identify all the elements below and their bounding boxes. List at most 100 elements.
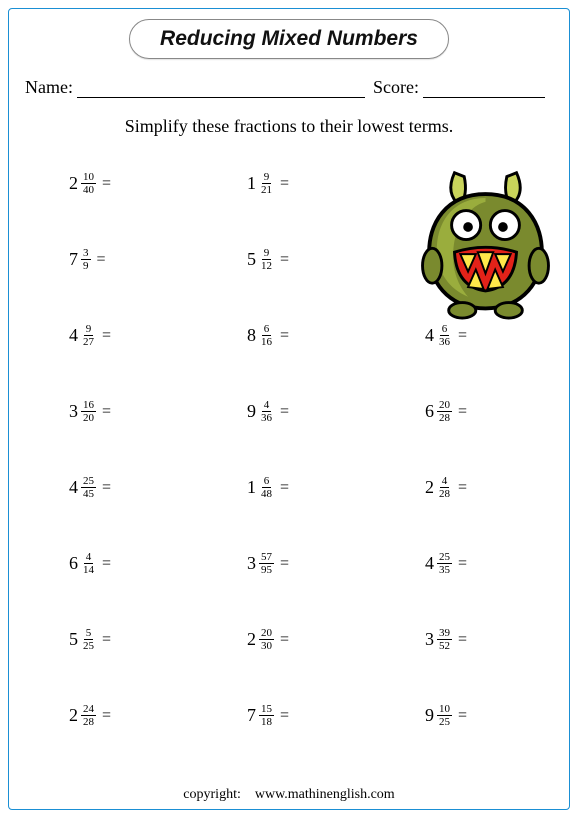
denominator: 21 xyxy=(259,184,274,196)
problem: 22428 = xyxy=(69,703,111,728)
whole-number: 1 xyxy=(247,477,256,498)
fraction: 1518 xyxy=(259,703,274,728)
denominator: 14 xyxy=(81,564,96,576)
problem: 6414 = xyxy=(69,551,111,576)
whole-number: 5 xyxy=(247,249,256,270)
numerator: 20 xyxy=(259,627,274,640)
denominator: 30 xyxy=(259,640,274,652)
fraction: 39 xyxy=(81,247,91,272)
fraction: 3952 xyxy=(437,627,452,652)
equals-sign: = xyxy=(102,555,111,573)
numerator: 6 xyxy=(262,475,272,488)
equals-sign: = xyxy=(102,479,111,497)
denominator: 9 xyxy=(81,260,91,272)
denominator: 12 xyxy=(259,260,274,272)
problem: 71518= xyxy=(247,703,289,728)
page-border: Reducing Mixed Numbers Name: Score: Simp… xyxy=(8,8,570,810)
problem: 35795= xyxy=(247,551,289,576)
equals-sign: = xyxy=(102,631,111,649)
fraction: 2545 xyxy=(81,475,96,500)
fraction: 2028 xyxy=(437,399,452,424)
whole-number: 5 xyxy=(69,629,78,650)
equals-sign: = xyxy=(102,175,111,193)
worksheet-title: Reducing Mixed Numbers xyxy=(160,27,418,50)
denominator: 28 xyxy=(81,716,96,728)
denominator: 95 xyxy=(259,564,274,576)
whole-number: 9 xyxy=(247,401,256,422)
problem: 42535= xyxy=(425,551,467,576)
denominator: 36 xyxy=(259,412,274,424)
numerator: 5 xyxy=(84,627,94,640)
denominator: 36 xyxy=(437,336,452,348)
fraction: 616 xyxy=(259,323,274,348)
numerator: 6 xyxy=(440,323,450,336)
denominator: 45 xyxy=(81,488,96,500)
whole-number: 2 xyxy=(69,705,78,726)
problem: 8616= xyxy=(247,323,289,348)
whole-number: 4 xyxy=(425,553,434,574)
equals-sign: = xyxy=(458,707,467,725)
fraction: 636 xyxy=(437,323,452,348)
name-label: Name: xyxy=(25,77,73,98)
problem: 33952= xyxy=(425,627,467,652)
whole-number: 4 xyxy=(69,325,78,346)
score-field: Score: xyxy=(373,77,553,98)
whole-number: 4 xyxy=(69,477,78,498)
fraction: 5795 xyxy=(259,551,274,576)
problem: 1648= xyxy=(247,475,289,500)
numerator: 4 xyxy=(84,551,94,564)
fraction: 1620 xyxy=(81,399,96,424)
equals-sign: = xyxy=(458,631,467,649)
equals-sign: = xyxy=(280,707,289,725)
denominator: 27 xyxy=(81,336,96,348)
numerator: 16 xyxy=(81,399,96,412)
equals-sign: = xyxy=(102,707,111,725)
numerator: 9 xyxy=(262,247,272,260)
whole-number: 1 xyxy=(247,173,256,194)
denominator: 28 xyxy=(437,412,452,424)
fraction: 436 xyxy=(259,399,274,424)
problem: 739= xyxy=(69,247,106,272)
whole-number: 3 xyxy=(69,401,78,422)
numerator: 39 xyxy=(437,627,452,640)
instruction-text: Simplify these fractions to their lowest… xyxy=(25,116,553,137)
numerator: 24 xyxy=(81,703,96,716)
numerator: 10 xyxy=(81,171,96,184)
fraction: 921 xyxy=(259,171,274,196)
denominator: 16 xyxy=(259,336,274,348)
numerator: 9 xyxy=(84,323,94,336)
whole-number: 2 xyxy=(247,629,256,650)
site-label: www.mathinenglish.com xyxy=(255,787,395,802)
whole-number: 9 xyxy=(425,705,434,726)
whole-number: 6 xyxy=(69,553,78,574)
problem: 42545 = xyxy=(69,475,111,500)
whole-number: 2 xyxy=(69,173,78,194)
problem: 9436= xyxy=(247,399,289,424)
denominator: 35 xyxy=(437,564,452,576)
problem: 2428= xyxy=(425,475,467,500)
whole-number: 6 xyxy=(425,401,434,422)
equals-sign: = xyxy=(97,251,106,269)
fraction: 525 xyxy=(81,627,96,652)
problem: 5912 = xyxy=(247,247,289,272)
equals-sign: = xyxy=(458,403,467,421)
whole-number: 2 xyxy=(425,477,434,498)
score-line xyxy=(423,80,545,98)
fraction: 2535 xyxy=(437,551,452,576)
score-label: Score: xyxy=(373,77,419,98)
problem: 1921= xyxy=(247,171,289,196)
equals-sign: = xyxy=(280,251,289,269)
numerator: 4 xyxy=(262,399,272,412)
denominator: 48 xyxy=(259,488,274,500)
denominator: 18 xyxy=(259,716,274,728)
denominator: 52 xyxy=(437,640,452,652)
numerator: 25 xyxy=(81,475,96,488)
numerator: 25 xyxy=(437,551,452,564)
denominator: 20 xyxy=(81,412,96,424)
problem: 4927= xyxy=(69,323,111,348)
name-field: Name: xyxy=(25,77,373,98)
denominator: 25 xyxy=(437,716,452,728)
numerator: 9 xyxy=(262,171,272,184)
whole-number: 4 xyxy=(425,325,434,346)
fraction: 428 xyxy=(437,475,452,500)
